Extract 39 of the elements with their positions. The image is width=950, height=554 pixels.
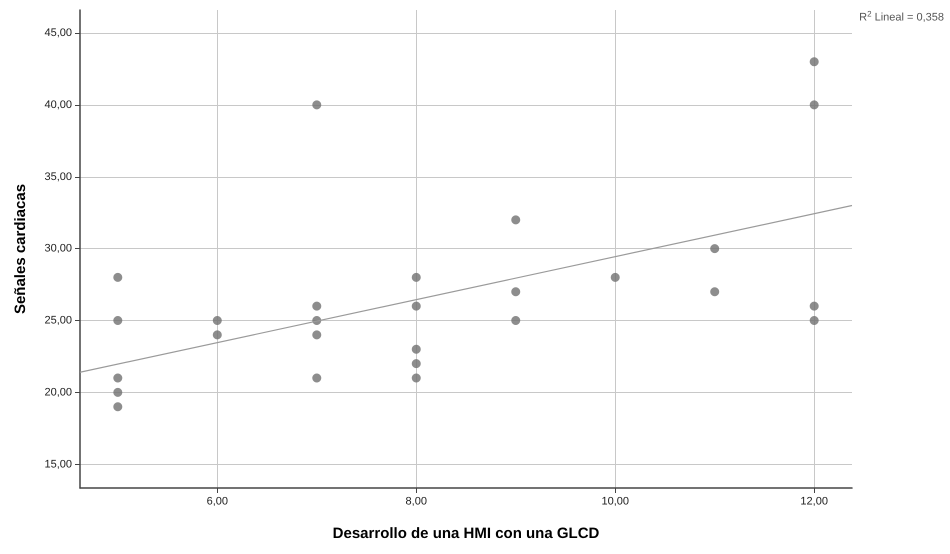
point: [212, 316, 222, 326]
x-tick-label: 6,00: [206, 496, 228, 508]
x-axis-title: Desarrollo de una HMI con una GLCD: [332, 525, 600, 542]
y-axis-title: Señales cardiacas: [12, 184, 29, 314]
point: [212, 330, 222, 340]
point: [710, 287, 720, 296]
x-tick-label: 8,00: [406, 496, 427, 508]
point: [610, 272, 620, 282]
point: [312, 330, 322, 340]
point: [113, 316, 122, 326]
point: [113, 272, 122, 282]
point: [312, 374, 322, 383]
y-tick-label: 15,00: [44, 458, 72, 470]
point: [412, 374, 421, 383]
y-tick-label: 45,00: [44, 27, 72, 39]
y-tick-label: 30,00: [44, 242, 72, 255]
point: [511, 287, 520, 296]
x-tick-label: 12,00: [800, 496, 828, 508]
point: [412, 302, 421, 311]
y-tick-label: 20,00: [44, 386, 72, 398]
point: [412, 359, 421, 368]
point: [810, 316, 819, 326]
point: [113, 388, 122, 397]
point: [113, 374, 122, 383]
x-tick-label: 10,00: [601, 496, 629, 508]
point: [511, 215, 520, 224]
point: [511, 316, 520, 326]
y-tick-label: 40,00: [44, 98, 72, 111]
point: [810, 100, 819, 110]
point: [312, 100, 322, 110]
point: [312, 302, 322, 311]
y-tick-label: 35,00: [44, 170, 72, 183]
point: [113, 402, 122, 412]
point: [412, 272, 421, 282]
point: [810, 302, 819, 311]
y-tick-label: 25,00: [44, 314, 72, 327]
point: [412, 344, 421, 354]
point: [810, 57, 819, 66]
point: [710, 244, 720, 254]
